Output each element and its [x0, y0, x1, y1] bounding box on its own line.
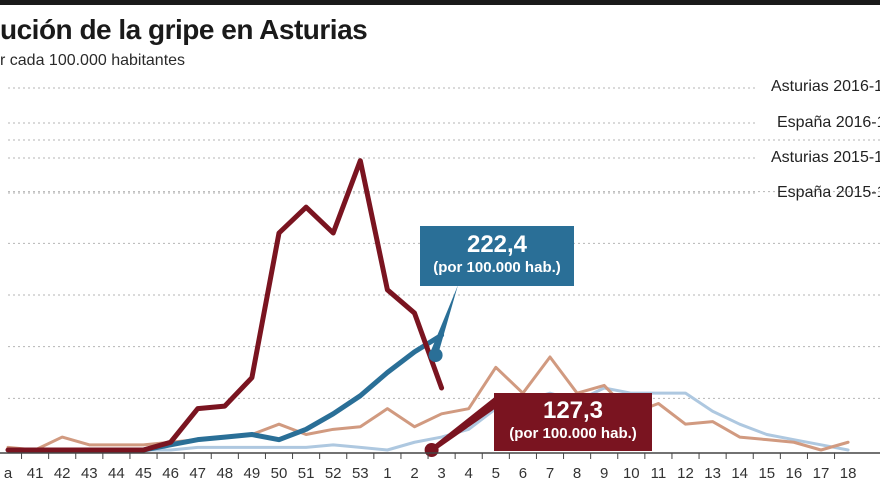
x-tick-label: 41: [27, 465, 44, 482]
callout-asturias-unit: (por 100.000 hab.): [509, 425, 637, 442]
series-lines: [5, 158, 850, 453]
x-tick-label: 47: [189, 465, 206, 482]
x-tick-label: 5: [492, 465, 500, 482]
series-line-2: [6, 355, 850, 452]
x-tick-label: 46: [162, 465, 179, 482]
callout-asturias-2016: 127,3 (por 100.000 hab.): [494, 393, 652, 451]
endpoint-markers: [424, 285, 496, 457]
x-tick-label: 49: [244, 465, 261, 482]
x-tick-label: 45: [135, 465, 152, 482]
x-tick-label: 51: [298, 465, 315, 482]
x-tick-label: 11: [651, 465, 667, 482]
x-tick-label: 6: [519, 465, 527, 482]
series-line-1: [141, 332, 445, 453]
x-tick-label: 52: [325, 465, 342, 482]
x-tick-label: 53: [352, 465, 369, 482]
callout-espana-unit: (por 100.000 hab.): [433, 259, 561, 276]
x-tick-label: 44: [108, 465, 125, 482]
x-tick-label: 2: [410, 465, 418, 482]
legend-asturias-2016: Asturias 2016-1: [771, 78, 880, 95]
x-tick-label: a: [4, 465, 13, 482]
x-tick-label: 14: [731, 465, 748, 482]
x-tick-label: 15: [758, 465, 775, 482]
x-tick-label: 48: [216, 465, 233, 482]
callout-espana-value: 222,4: [466, 231, 528, 258]
callout-espana-pointer: [431, 285, 458, 350]
marker-espana-2016: [428, 348, 443, 363]
x-tick-label: 3: [437, 465, 445, 482]
legend-asturias-2015: Asturias 2015-1: [771, 149, 880, 166]
x-tick-label: 43: [81, 465, 98, 482]
gridlines: [8, 87, 880, 399]
legend-espana-2015: España 2015-1: [777, 184, 880, 201]
chart-title: ución de la gripe en Asturias: [0, 14, 368, 45]
top-rule: [0, 0, 880, 5]
callout-asturias-pointer: [431, 396, 496, 453]
x-tick-label: 17: [813, 465, 830, 482]
x-tick-label: 50: [271, 465, 288, 482]
legend-espana-2016: España 2016-1: [777, 114, 880, 131]
x-tick-label: 13: [704, 465, 721, 482]
x-tick-label: 12: [677, 465, 694, 482]
x-tick-label: 10: [623, 465, 640, 482]
x-tick-label: 42: [54, 465, 71, 482]
callout-espana-2016: 222,4 (por 100.000 hab.): [420, 226, 574, 286]
x-tick-label: 9: [600, 465, 608, 482]
chart-subtitle: r cada 100.000 habitantes: [0, 52, 186, 69]
x-tick-label: 16: [786, 465, 803, 482]
x-tick-label: 7: [546, 465, 554, 482]
x-tick-label: 1: [383, 465, 391, 482]
series-line-0: [5, 158, 445, 453]
x-tick-label: 4: [465, 465, 473, 482]
x-tick-label: 18: [840, 465, 857, 482]
callout-asturias-value: 127,3: [542, 397, 604, 424]
x-tick-label: 8: [573, 465, 581, 482]
x-axis: a 41 42 43 44 45 46 47 48 49 50 51 52 53 1 2 3 4 5 6 7 8 9 10 11…: [0, 452, 880, 482]
